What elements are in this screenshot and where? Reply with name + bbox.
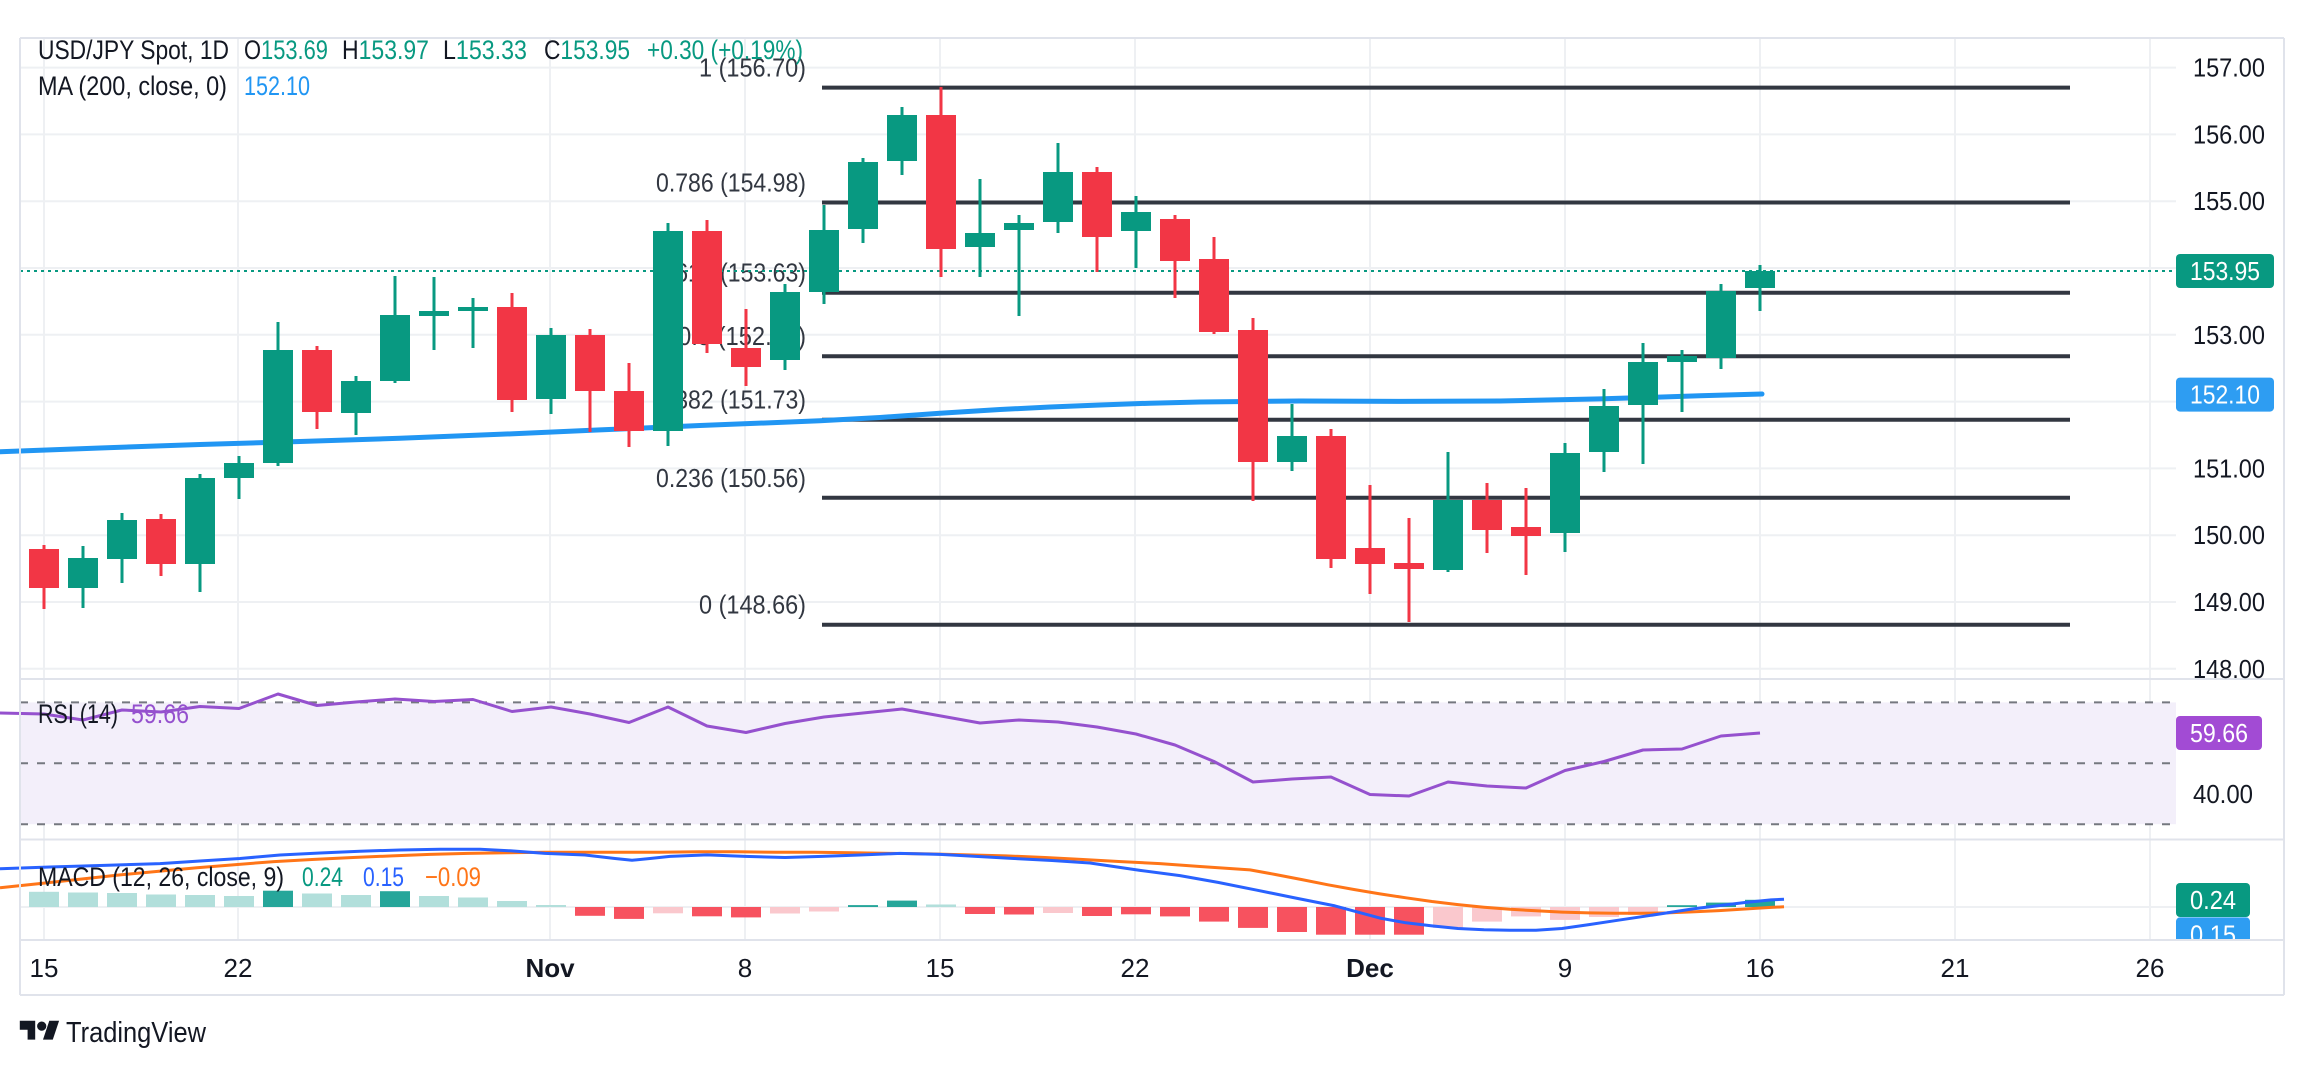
svg-text:153.95: 153.95 — [2190, 256, 2260, 286]
svg-text:O153.69: O153.69 — [244, 35, 328, 65]
svg-text:15: 15 — [30, 953, 59, 983]
svg-text:156.00: 156.00 — [2193, 119, 2265, 149]
svg-text:−0.09: −0.09 — [425, 862, 481, 892]
svg-text:0.15: 0.15 — [2190, 919, 2236, 949]
svg-text:148.00: 148.00 — [2193, 654, 2265, 684]
svg-text:153.00: 153.00 — [2193, 320, 2265, 350]
svg-text:Dec: Dec — [1346, 953, 1394, 983]
svg-text:MA (200, close, 0): MA (200, close, 0) — [38, 71, 227, 101]
svg-text:149.00: 149.00 — [2193, 587, 2265, 617]
svg-text:40.00: 40.00 — [2193, 779, 2253, 809]
svg-text:0.786 (154.98): 0.786 (154.98) — [656, 168, 806, 198]
svg-text:150.00: 150.00 — [2193, 520, 2265, 550]
svg-text:151.00: 151.00 — [2193, 453, 2265, 483]
svg-text:0.236 (150.56): 0.236 (150.56) — [656, 463, 806, 493]
svg-text:26: 26 — [2136, 953, 2165, 983]
svg-text:15: 15 — [926, 953, 955, 983]
svg-text:16: 16 — [1746, 953, 1775, 983]
svg-text:L153.33: L153.33 — [443, 35, 527, 65]
svg-text:Nov: Nov — [525, 953, 575, 983]
svg-text:TradingView: TradingView — [66, 1017, 207, 1049]
svg-text:C153.95: C153.95 — [544, 35, 630, 65]
svg-text:22: 22 — [224, 953, 253, 983]
svg-text:0.24: 0.24 — [2190, 885, 2236, 915]
svg-text:152.10: 152.10 — [2190, 380, 2260, 410]
svg-text:+0.30 (+0.19%): +0.30 (+0.19%) — [647, 35, 803, 65]
svg-text:8: 8 — [738, 953, 752, 983]
svg-text:157.00: 157.00 — [2193, 53, 2265, 83]
svg-text:USD/JPY Spot, 1D: USD/JPY Spot, 1D — [38, 35, 229, 65]
svg-text:152.10: 152.10 — [244, 71, 310, 101]
svg-text:MACD (12, 26, close, 9): MACD (12, 26, close, 9) — [38, 862, 284, 892]
svg-text:155.00: 155.00 — [2193, 186, 2265, 216]
svg-text:59.66: 59.66 — [2190, 718, 2248, 748]
svg-text:21: 21 — [1941, 953, 1970, 983]
svg-text:0.15: 0.15 — [363, 862, 404, 892]
svg-text:22: 22 — [1121, 953, 1150, 983]
svg-text:0 (148.66): 0 (148.66) — [699, 590, 806, 620]
svg-text:59.66: 59.66 — [131, 699, 189, 729]
svg-text:1 (156.70): 1 (156.70) — [699, 53, 806, 83]
svg-text:RSI (14): RSI (14) — [38, 699, 118, 729]
svg-text:9: 9 — [1558, 953, 1572, 983]
svg-text:H153.97: H153.97 — [342, 35, 429, 65]
svg-text:0.24: 0.24 — [302, 862, 343, 892]
